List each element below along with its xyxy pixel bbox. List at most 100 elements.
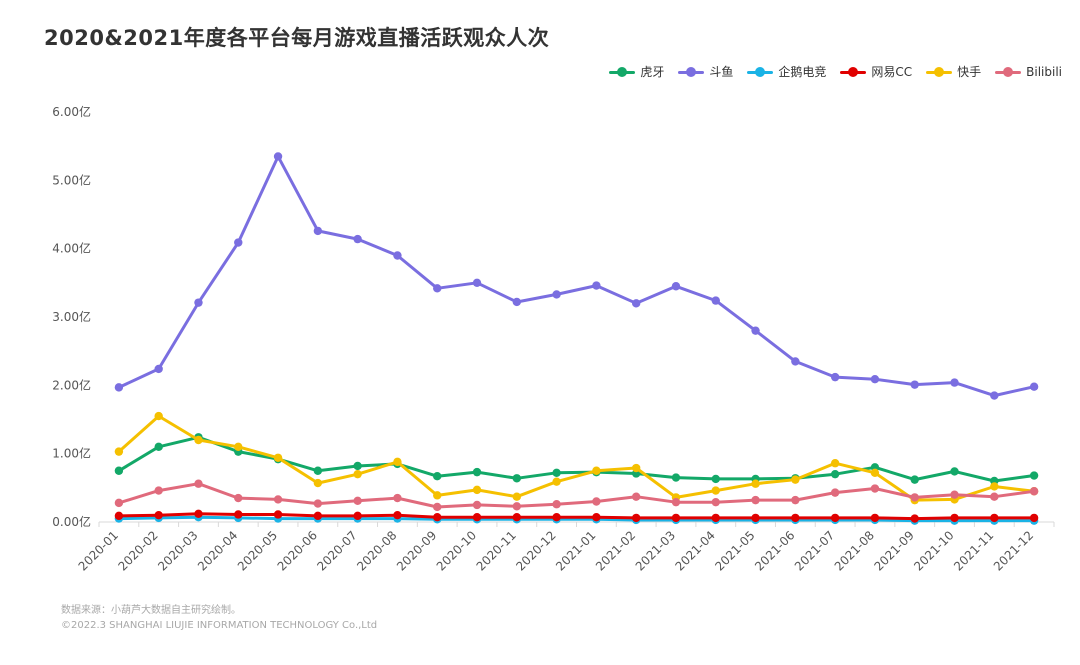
data-point: [990, 391, 999, 400]
legend-item[interactable]: Bilibili: [995, 63, 1062, 80]
data-point: [273, 453, 283, 462]
data-point: [592, 466, 601, 475]
y-tick-label: 4.00亿: [52, 241, 91, 256]
data-point: [313, 226, 323, 236]
x-tick-label: 2021-10: [911, 528, 956, 573]
data-point: [711, 486, 720, 495]
data-point: [910, 380, 919, 389]
data-point: [751, 495, 760, 505]
x-tick-label: 2021-02: [593, 528, 638, 573]
legend-swatch: [609, 66, 636, 78]
legend-item[interactable]: 虎牙: [609, 63, 664, 80]
data-point: [870, 468, 880, 477]
x-tick-label: 2021-01: [553, 528, 598, 573]
data-point: [194, 435, 203, 445]
data-point: [273, 152, 283, 161]
data-point: [592, 281, 601, 290]
data-point: [393, 510, 402, 520]
legend-swatch: [840, 66, 867, 78]
data-point: [393, 457, 402, 467]
data-point: [472, 485, 482, 495]
data-point: [194, 479, 203, 488]
y-tick-label: 5.00亿: [52, 172, 91, 187]
data-point: [433, 284, 442, 293]
data-point: [751, 513, 760, 523]
data-point: [512, 474, 522, 483]
data-point: [711, 474, 720, 484]
x-tick-label: 2020-01: [76, 528, 121, 573]
data-point: [870, 484, 880, 493]
series-line: [117, 482, 1036, 509]
data-point: [234, 238, 243, 247]
x-tick-label: 2021-07: [792, 528, 837, 573]
data-point: [114, 466, 124, 475]
data-point: [830, 459, 840, 468]
legend-label: 虎牙: [640, 65, 665, 79]
series-line: [117, 515, 1036, 523]
data-point: [870, 374, 880, 384]
data-point: [313, 466, 323, 475]
data-point: [154, 486, 163, 495]
legend-item[interactable]: 斗鱼: [678, 63, 733, 80]
data-point: [870, 513, 880, 523]
data-point: [671, 513, 681, 523]
data-point: [631, 463, 641, 473]
x-tick-label: 2020-08: [354, 528, 399, 573]
x-tick-label: 2021-12: [991, 528, 1036, 573]
data-point: [990, 513, 999, 523]
data-point: [592, 497, 601, 506]
data-point: [671, 497, 681, 507]
x-tick-label: 2021-04: [673, 528, 718, 573]
data-point: [114, 511, 124, 521]
legend-item[interactable]: 网易CC: [840, 63, 912, 80]
data-point: [830, 469, 840, 479]
x-tick-label: 2021-08: [832, 528, 877, 573]
copyright-note: ©2022.3 SHANGHAI LIUJIE INFORMATION TECH…: [61, 620, 378, 631]
chart-footer: 数据来源：小葫芦大数据自主研究绘制。 ©2022.3 SHANGHAI LIUJ…: [61, 603, 377, 633]
x-tick-label: 2020-10: [434, 528, 479, 573]
data-point: [671, 473, 681, 482]
data-point: [1029, 487, 1039, 496]
data-point: [154, 510, 163, 520]
data-point: [433, 472, 442, 481]
data-point: [234, 510, 243, 519]
legend-swatch: [926, 66, 953, 78]
data-point: [791, 495, 800, 505]
series-line: [117, 154, 1036, 398]
x-tick-label: 2020-05: [235, 528, 280, 573]
data-point: [791, 357, 800, 366]
data-point: [114, 383, 124, 392]
data-point: [353, 469, 362, 479]
data-point: [1029, 471, 1039, 480]
source-note: 数据来源：小葫芦大数据自主研究绘制。: [61, 605, 241, 616]
legend-label: 斗鱼: [709, 65, 734, 79]
data-point: [512, 502, 522, 511]
data-point: [631, 513, 641, 523]
data-point: [751, 326, 760, 335]
data-point: [990, 482, 999, 491]
x-tick-label: 2020-09: [394, 528, 439, 573]
data-point: [711, 296, 720, 305]
x-tick-label: 2020-02: [115, 528, 160, 573]
data-point: [194, 509, 203, 518]
data-point: [273, 495, 283, 504]
data-point: [830, 372, 840, 382]
legend-item[interactable]: 快手: [926, 63, 981, 80]
data-point: [631, 299, 641, 308]
x-tick-label: 2021-09: [871, 528, 916, 573]
data-point: [950, 490, 959, 499]
data-point: [512, 297, 522, 307]
x-tick-label: 2020-04: [195, 528, 240, 573]
legend-label: 网易CC: [871, 65, 913, 79]
data-point: [791, 475, 800, 484]
data-point: [830, 488, 840, 497]
data-point: [393, 251, 402, 260]
data-point: [472, 278, 482, 288]
data-point: [433, 502, 442, 512]
data-point: [631, 492, 641, 501]
y-tick-label: 2.00亿: [52, 377, 91, 392]
data-point: [592, 513, 601, 522]
legend-swatch: [747, 66, 774, 78]
legend-item[interactable]: 企鹅电竞: [747, 63, 826, 80]
x-tick-label: 2020-11: [474, 528, 519, 573]
